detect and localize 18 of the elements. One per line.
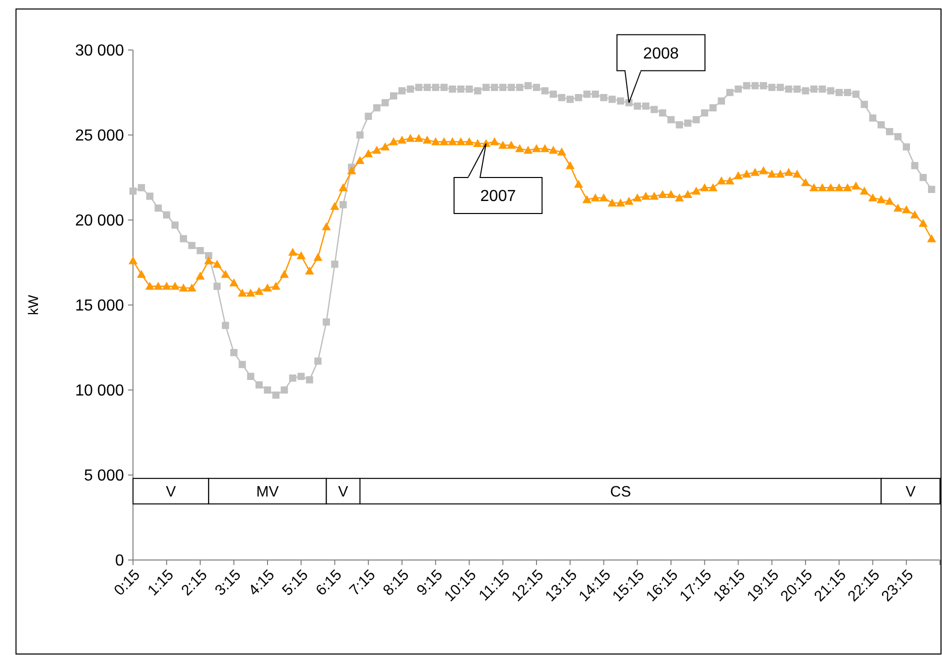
- band-label: V: [906, 483, 916, 500]
- annotation: 2007: [480, 188, 516, 206]
- band-label: CS: [610, 483, 631, 500]
- x-tick-label: 4:15: [245, 566, 278, 600]
- annotation: 2008: [643, 45, 679, 62]
- band-label: V: [338, 483, 348, 500]
- y-axis-title: kW: [25, 294, 41, 316]
- band-label: MV: [256, 483, 279, 500]
- y-tick-label: 5 000: [84, 468, 124, 485]
- y-tick-label: 15 000: [75, 298, 124, 315]
- y-tick-label: 20 000: [75, 212, 124, 230]
- x-tick-label: 7:15: [346, 566, 379, 600]
- x-tick-label: 8:15: [380, 566, 413, 600]
- y-tick-label: 25 000: [75, 128, 124, 145]
- y-tick-label: 10 000: [75, 382, 124, 400]
- band-label: V: [166, 483, 176, 500]
- y-tick-label: 30 000: [75, 42, 124, 60]
- x-tick-label: 6:15: [312, 566, 346, 600]
